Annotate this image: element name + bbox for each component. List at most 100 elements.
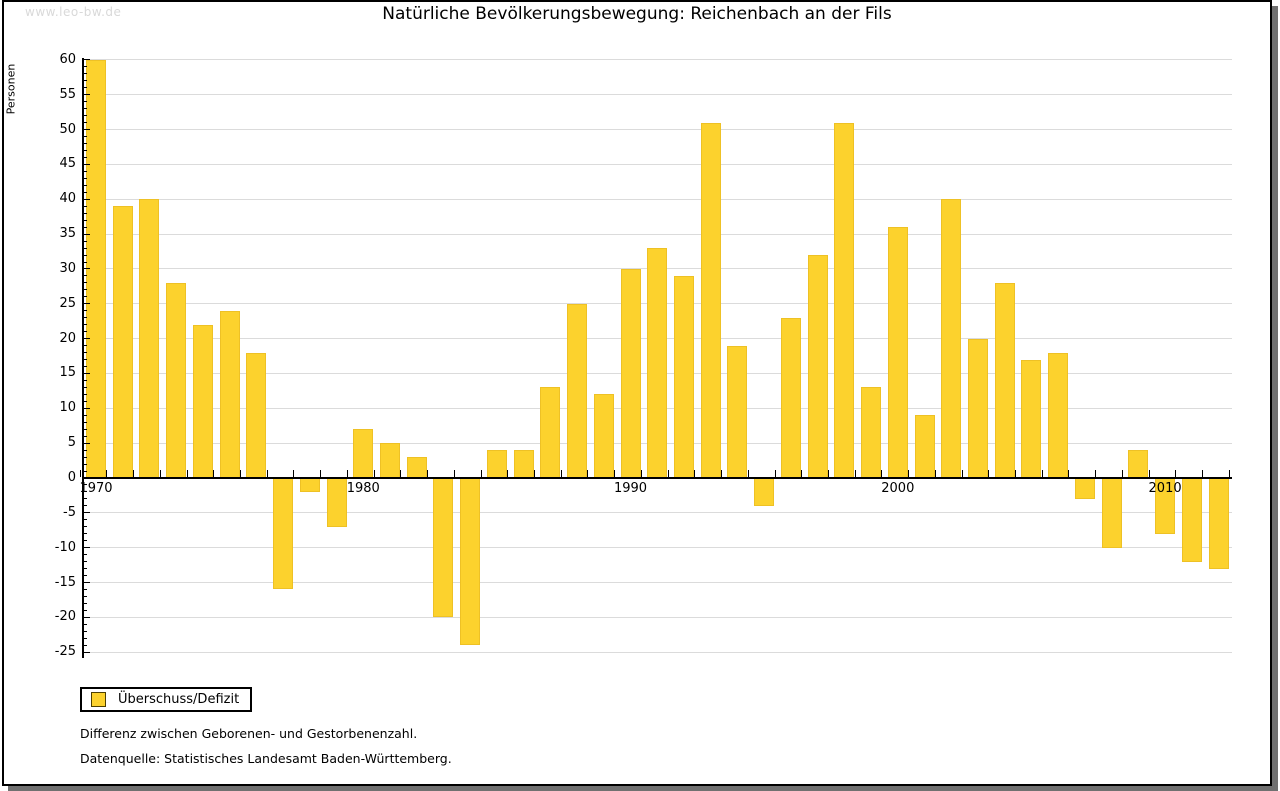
x-tick-26 <box>774 470 776 477</box>
y-major-tick-45 <box>83 163 90 165</box>
bar-1985 <box>486 450 507 478</box>
y-minor-tick-1 <box>83 470 87 472</box>
y-tick-label-35: 35 <box>59 226 76 242</box>
x-tick-36 <box>1041 470 1043 477</box>
note-datasource: Datenquelle: Statistisches Landesamt Bad… <box>80 751 452 766</box>
x-tick-17 <box>533 470 535 477</box>
x-tick-label-1970: 1970 <box>79 481 113 496</box>
y-minor-tick-2 <box>83 463 87 465</box>
x-tick-19 <box>587 470 589 477</box>
x-tick-5 <box>213 470 215 477</box>
gridline--20 <box>83 616 1232 618</box>
y-minor-tick--13 <box>83 568 87 570</box>
x-tick-41 <box>1175 470 1177 477</box>
y-minor-tick--8 <box>83 533 87 535</box>
x-tick-6 <box>239 470 241 477</box>
y-minor-tick--17 <box>83 595 87 597</box>
bar-1975 <box>219 310 240 478</box>
y-tick-label-20: 20 <box>59 330 76 346</box>
y-minor-tick-44 <box>83 170 87 172</box>
y-minor-tick--14 <box>83 575 87 577</box>
bar-1980 <box>353 429 374 478</box>
y-major-tick-25 <box>83 303 90 305</box>
y-tick-label-10: 10 <box>59 400 76 416</box>
y-minor-tick--11 <box>83 554 87 556</box>
bar-1976 <box>246 352 267 478</box>
y-minor-tick--18 <box>83 602 87 604</box>
y-tick-label-15: 15 <box>59 365 76 381</box>
y-major-tick--5 <box>83 512 90 514</box>
y-tick-label-5: 5 <box>67 435 76 451</box>
y-minor-tick-27 <box>83 289 87 291</box>
bar-1981 <box>379 443 400 478</box>
y-minor-tick--1 <box>83 484 87 486</box>
y-minor-tick-12 <box>83 393 87 395</box>
x-tick-33 <box>961 470 963 477</box>
y-minor-tick-39 <box>83 205 87 207</box>
x-tick-12 <box>400 470 402 477</box>
legend-swatch-icon <box>91 692 106 707</box>
y-minor-tick-23 <box>83 317 87 319</box>
x-tick-24 <box>721 470 723 477</box>
y-major-tick-20 <box>83 338 90 340</box>
y-minor-tick-29 <box>83 275 87 277</box>
x-tick-11 <box>373 470 375 477</box>
y-major-tick-15 <box>83 372 90 374</box>
y-minor-tick--24 <box>83 644 87 646</box>
x-tick-18 <box>560 470 562 477</box>
bar-2001 <box>914 415 935 478</box>
x-tick-39 <box>1121 470 1123 477</box>
bar-1982 <box>406 457 427 478</box>
y-minor-tick-41 <box>83 191 87 193</box>
x-tick-2 <box>133 470 135 477</box>
bar-1971 <box>112 206 133 478</box>
y-major-tick-60 <box>83 59 90 61</box>
chart-title: Natürliche Bevölkerungsbewegung: Reichen… <box>382 4 892 24</box>
y-minor-tick--12 <box>83 561 87 563</box>
y-minor-tick-19 <box>83 345 87 347</box>
bar-1999 <box>861 387 882 478</box>
legend-box: Überschuss/Defizit <box>80 687 252 712</box>
x-tick-30 <box>881 470 883 477</box>
y-tick-label-40: 40 <box>59 191 76 207</box>
y-minor-tick-31 <box>83 261 87 263</box>
y-minor-tick-13 <box>83 386 87 388</box>
y-minor-tick-9 <box>83 414 87 416</box>
y-major-tick--10 <box>83 547 90 549</box>
y-minor-tick-58 <box>83 73 87 75</box>
y-minor-tick-47 <box>83 150 87 152</box>
y-minor-tick-53 <box>83 108 87 110</box>
y-tick-label-60: 60 <box>59 51 76 67</box>
y-minor-tick-14 <box>83 379 87 381</box>
x-tick-label-1990: 1990 <box>613 481 648 496</box>
bar-1995 <box>754 478 775 506</box>
y-major-tick--15 <box>83 582 90 583</box>
y-major-tick-35 <box>83 233 90 235</box>
y-minor-tick--6 <box>83 519 87 521</box>
x-tick-43 <box>1228 470 1230 477</box>
y-major-tick-30 <box>83 268 90 270</box>
y-minor-tick-6 <box>83 435 87 437</box>
note-difference: Differenz zwischen Geborenen- und Gestor… <box>80 726 418 741</box>
bar-2009 <box>1128 450 1149 478</box>
bar-1977 <box>273 478 294 590</box>
bar-1983 <box>433 478 454 618</box>
x-tick-9 <box>320 470 322 477</box>
y-tick-label--25: -25 <box>54 644 76 660</box>
y-minor-tick--19 <box>83 609 87 611</box>
bar-2012 <box>1208 478 1229 569</box>
y-minor-tick-46 <box>83 157 87 159</box>
y-tick-label--15: -15 <box>54 574 76 590</box>
bar-1994 <box>727 345 748 478</box>
y-major-tick-5 <box>83 442 90 444</box>
bar-1984 <box>460 478 481 646</box>
y-minor-tick--7 <box>83 526 87 528</box>
y-minor-tick-56 <box>83 87 87 89</box>
x-tick-13 <box>427 470 429 477</box>
y-minor-tick-18 <box>83 352 87 354</box>
gridline--10 <box>83 547 1232 549</box>
bar-2008 <box>1101 478 1122 548</box>
x-tick-27 <box>801 470 803 477</box>
y-minor-tick-16 <box>83 366 87 368</box>
